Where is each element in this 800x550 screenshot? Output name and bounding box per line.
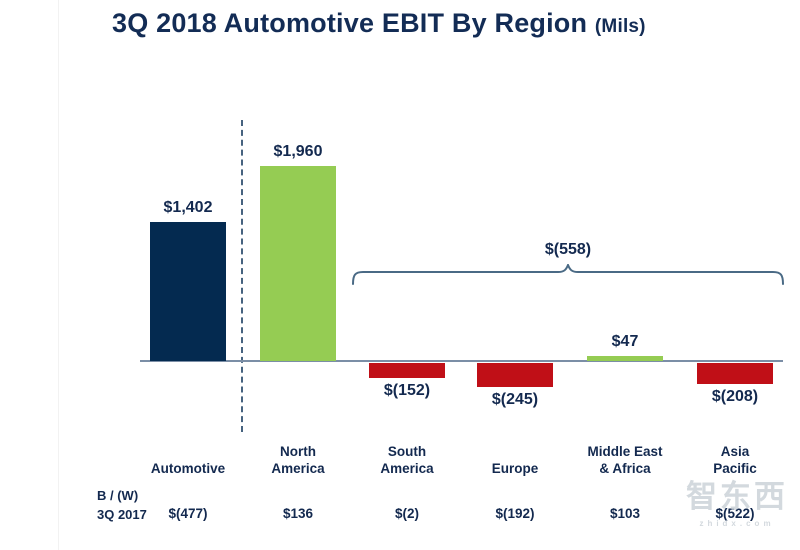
value-label-asia-pacific: $(208)	[711, 388, 759, 405]
category-label-asia-pacific: Asia Pacific	[713, 444, 757, 476]
slide-edge-line	[58, 0, 59, 550]
bar-automotive	[150, 222, 226, 361]
row-label-better-worse: B / (W)	[97, 488, 139, 503]
prior-year-value-europe: $(192)	[495, 506, 535, 521]
value-label-north-america: $1,960	[273, 143, 323, 160]
category-label-south-america: South America	[380, 444, 434, 476]
bar-middle-east-africa	[587, 356, 663, 361]
category-label-automotive: Automotive	[150, 461, 226, 476]
prior-year-value-north-america: $136	[282, 506, 314, 521]
bar-south-america	[369, 363, 445, 378]
value-label-automotive: $1,402	[163, 199, 213, 216]
regions-total-brace	[352, 264, 784, 285]
prior-year-value-asia-pacific: $(522)	[715, 506, 755, 521]
bar-north-america	[260, 166, 336, 361]
page-title: 3Q 2018 Automotive EBIT By Region (Mils)	[112, 8, 646, 39]
bar-europe	[477, 363, 553, 387]
value-label-middle-east-africa: $47	[611, 333, 639, 350]
value-label-europe: $(245)	[491, 391, 539, 408]
title-units: (Mils)	[594, 16, 646, 37]
row-label-3q2017: 3Q 2017	[97, 507, 147, 522]
automotive-divider-dashed-line	[241, 120, 243, 432]
category-label-middle-east-africa: Middle East & Africa	[587, 444, 663, 476]
prior-year-value-automotive: $(477)	[168, 506, 208, 521]
title-main: 3Q 2018 Automotive EBIT By Region	[112, 8, 588, 38]
value-label-south-america: $(152)	[383, 382, 431, 399]
category-label-north-america: North America	[271, 444, 325, 476]
zero-axis-line	[140, 360, 783, 362]
bar-asia-pacific	[697, 363, 773, 384]
regions-total-label: $(558)	[544, 241, 592, 258]
category-label-europe: Europe	[491, 461, 539, 476]
prior-year-value-south-america: $(2)	[394, 506, 419, 521]
prior-year-value-middle-east-africa: $103	[609, 506, 641, 521]
